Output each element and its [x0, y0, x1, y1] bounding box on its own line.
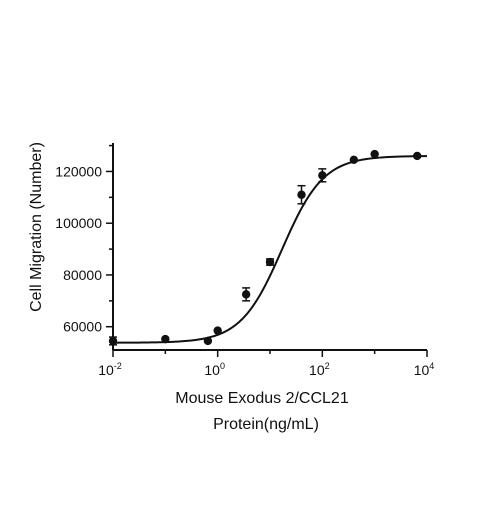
points-layer: [108, 149, 422, 346]
data-point: [265, 257, 275, 267]
x-tick-label: 102: [309, 361, 330, 378]
fit-layer: [113, 155, 428, 344]
data-point: [318, 171, 327, 180]
data-point: [370, 149, 379, 159]
y-tick-label: 120000: [55, 163, 102, 179]
data-point: [241, 290, 251, 299]
y-axis-label: Cell Migration (Number): [28, 142, 45, 312]
x-axis-label-line1: Mouse Exodus 2/CCL21: [175, 390, 349, 407]
data-point: [413, 151, 422, 161]
data-point: [108, 336, 118, 346]
data-point: [203, 336, 213, 346]
labels-layer: Cell Migration (Number) Mouse Exodus 2/C…: [28, 142, 349, 433]
y-tick-label: 80000: [63, 267, 102, 283]
x-axis-label-line2: Protein(ng/mL): [213, 416, 319, 433]
data-point: [213, 326, 222, 335]
y-tick-label: 100000: [55, 215, 102, 231]
y-tick-label: 60000: [63, 319, 102, 335]
x-tick-label: 104: [414, 361, 435, 378]
x-tick-label: 100: [204, 361, 225, 378]
fit-curve: [113, 155, 428, 344]
data-point: [161, 334, 170, 344]
axes-layer: 60000 80000 100000 120000 10-2 100 102 104: [55, 143, 434, 378]
data-point: [297, 190, 306, 199]
data-point: [349, 155, 359, 165]
x-tick-label: 10-2: [98, 361, 122, 378]
